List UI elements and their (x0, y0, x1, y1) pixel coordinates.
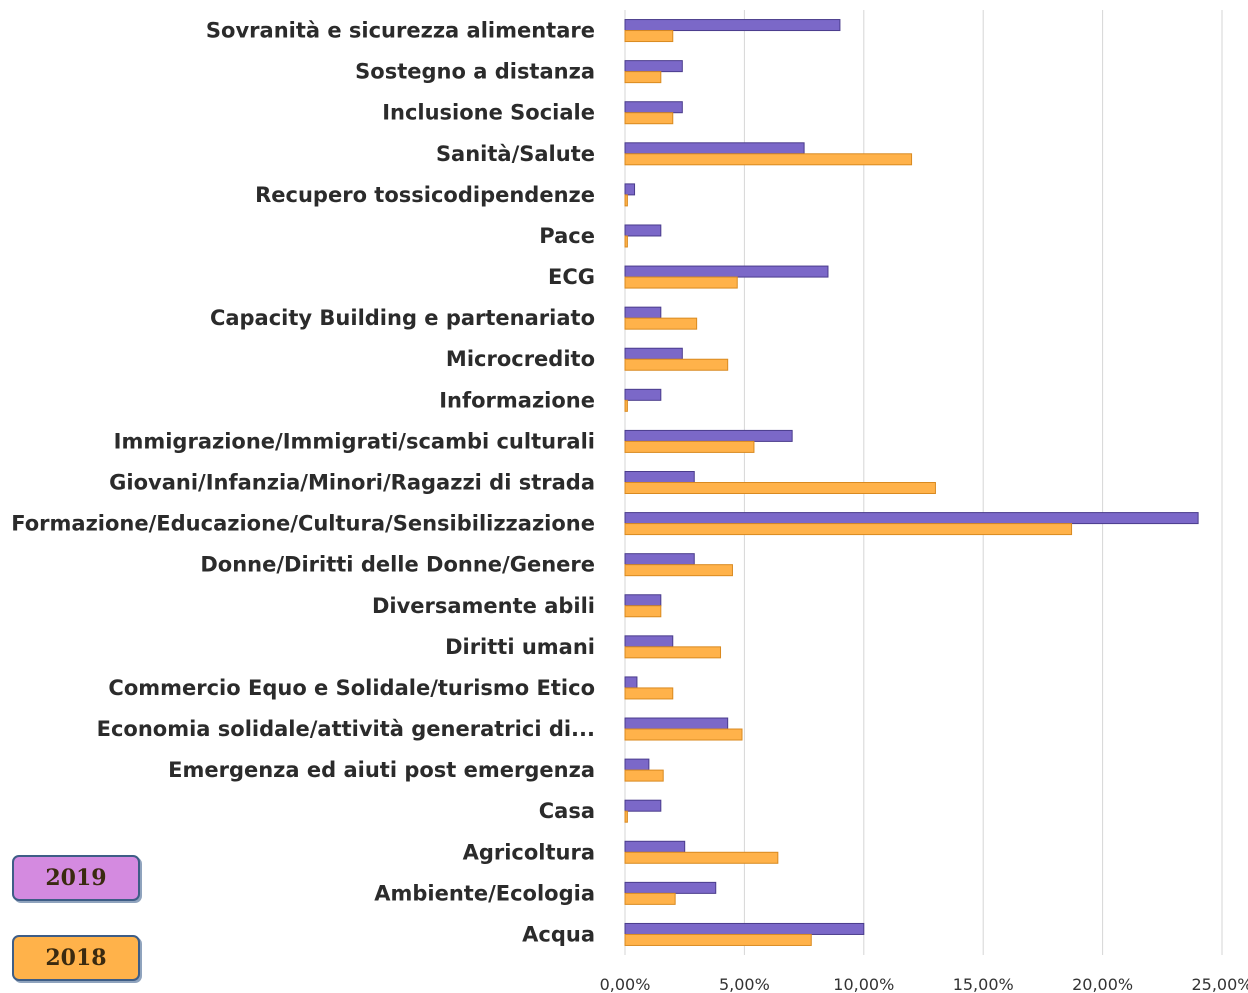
category-label: Commercio Equo e Solidale/turismo Etico (108, 676, 595, 700)
x-tick-label: 20,00% (1072, 975, 1133, 993)
bar-2019-1 (624, 60, 683, 73)
bar-2018-13 (624, 564, 733, 577)
bar-2019-16 (624, 676, 638, 689)
category-label: Immigrazione/Immigrati/scambi culturali (114, 429, 595, 453)
category-label: Informazione (439, 388, 595, 412)
bar-2018-9 (624, 399, 628, 412)
bar-2019-18 (624, 758, 650, 771)
bar-2019-13 (624, 553, 695, 566)
category-label: Pace (539, 224, 595, 248)
bar-2019-9 (624, 388, 662, 401)
category-label: Diritti umani (445, 635, 595, 659)
bar-2018-1 (624, 71, 662, 84)
x-tick-label: 5,00% (719, 975, 770, 993)
bar-2019-20 (624, 840, 686, 853)
bar-2019-6 (624, 265, 829, 278)
bar-2018-14 (624, 605, 662, 618)
bar-2018-11 (624, 482, 936, 494)
category-label: Inclusione Sociale (382, 101, 595, 125)
bar-2018-22 (624, 933, 812, 946)
category-label: Capacity Building e partenariato (210, 306, 595, 330)
bar-2018-10 (624, 440, 755, 453)
bar-2019-5 (624, 224, 662, 237)
category-label: Microcredito (446, 347, 595, 371)
bar-2018-16 (624, 687, 674, 700)
bar-2019-17 (624, 717, 729, 730)
x-tick-label: 25,00% (1191, 975, 1248, 993)
bar-2019-12 (624, 512, 1199, 525)
category-label: Emergenza ed aiuti post emergenza (168, 758, 595, 782)
bar-2019-21 (624, 881, 717, 894)
bar-2018-12 (624, 523, 1073, 536)
bar-2018-0 (624, 30, 674, 43)
bar-2018-15 (624, 646, 722, 659)
category-label: Ambiente/Ecologia (374, 881, 595, 905)
bar-2019-3 (624, 142, 805, 155)
category-label: Diversamente abili (372, 594, 595, 618)
bar-2019-2 (624, 101, 683, 114)
bar-2019-14 (624, 594, 662, 607)
category-label: Recupero tossicodipendenze (255, 183, 595, 207)
bar-2019-8 (624, 347, 683, 360)
bar-2019-15 (624, 635, 674, 648)
bar-2018-2 (624, 112, 674, 125)
bar-2019-11 (624, 471, 695, 483)
bar-2018-5 (624, 235, 628, 248)
x-tick-label: 15,00% (953, 975, 1014, 993)
legend-item-2018: 2018 (12, 935, 140, 981)
bar-2019-19 (624, 799, 662, 812)
category-label: Agricoltura (463, 840, 595, 864)
category-label: Sovranità e sicurezza alimentare (206, 19, 595, 43)
category-labels: Sovranità e sicurezza alimentare Sostegno… (11, 19, 595, 947)
legend-item-2019: 2019 (12, 855, 140, 901)
x-tick-label: 0,00% (600, 975, 651, 993)
bar-2018-6 (624, 276, 738, 289)
category-label: Sanità/Salute (436, 142, 595, 166)
bar-2018-8 (624, 358, 729, 371)
bar-2018-19 (624, 810, 628, 823)
bar-2019-4 (624, 183, 636, 196)
x-tick-label: 10,00% (833, 975, 894, 993)
bar-2019-0 (624, 19, 841, 32)
category-label: Sostegno a distanza (355, 60, 595, 84)
bar-2018-4 (624, 194, 628, 207)
bar-2018-20 (624, 851, 779, 864)
bar-2018-17 (624, 728, 743, 741)
category-label: Acqua (522, 922, 595, 946)
category-label: Economia solidale/attività generatrici d… (97, 717, 595, 741)
bar-2019-10 (624, 429, 793, 442)
bar-2018-7 (624, 317, 698, 330)
bar-2018-21 (624, 892, 676, 905)
bars-group (624, 19, 1199, 946)
category-label: Giovani/Infanzia/Minori/Ragazzi di strad… (109, 471, 595, 495)
bar-2018-3 (624, 153, 913, 166)
bar-2019-7 (624, 306, 662, 319)
category-label: Casa (539, 799, 595, 823)
category-label: Formazione/Educazione/Cultura/Sensibiliz… (11, 512, 595, 536)
x-axis-ticks: 0,00% 5,00% 10,00% 15,00% 20,00% 25,00% (600, 975, 1248, 993)
category-label: Donne/Diritti delle Donne/Genere (200, 553, 595, 577)
bar-2018-18 (624, 769, 664, 782)
bar-2019-22 (624, 922, 865, 935)
category-label: ECG (548, 265, 595, 289)
